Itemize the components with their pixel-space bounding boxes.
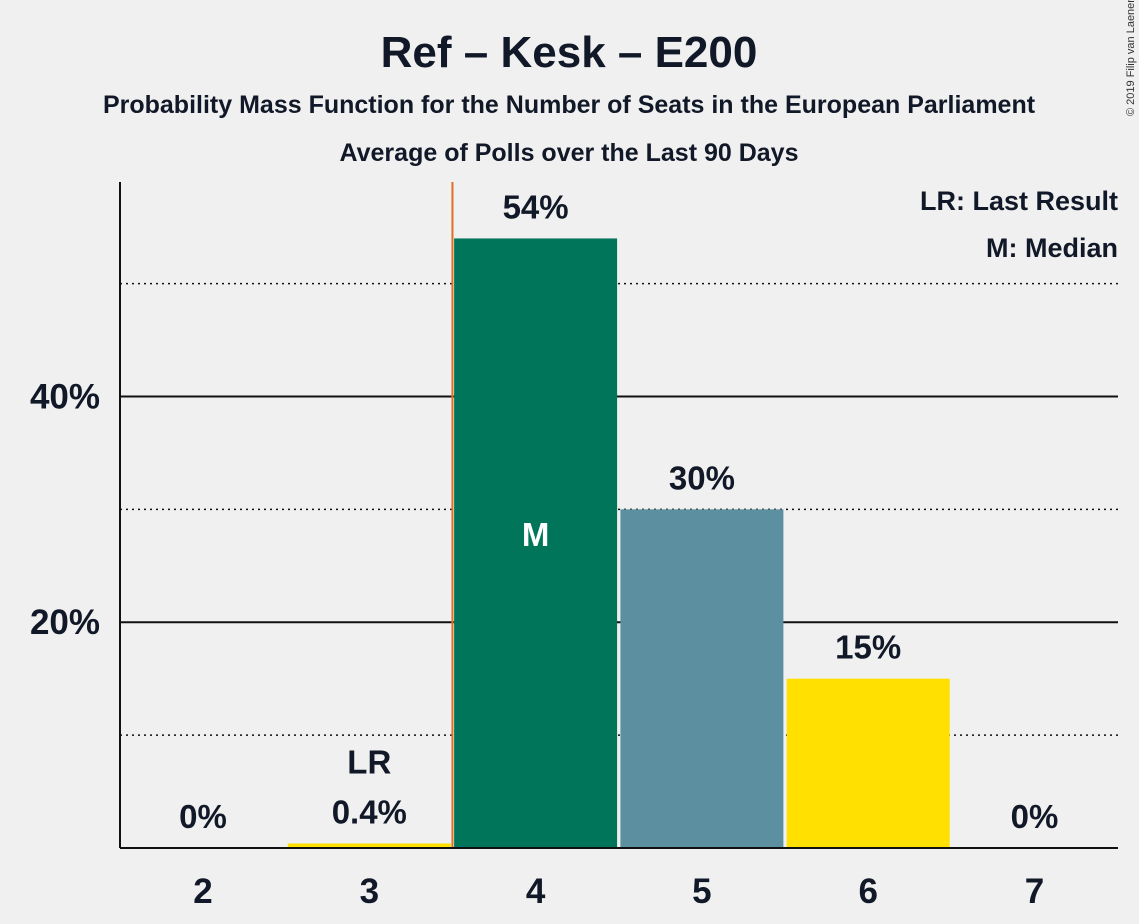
bar bbox=[287, 843, 451, 848]
legend-median: M: Median bbox=[986, 233, 1118, 263]
data-label: 0% bbox=[1011, 798, 1059, 835]
gridlines bbox=[120, 282, 1118, 736]
data-label: 30% bbox=[669, 459, 735, 496]
chart-subtitle-2: Average of Polls over the Last 90 Days bbox=[340, 139, 799, 167]
chart-title: Ref – Kesk – E200 bbox=[381, 28, 758, 77]
axes bbox=[119, 182, 1118, 849]
data-label: 15% bbox=[835, 629, 901, 666]
data-label: 0% bbox=[179, 798, 227, 835]
bar bbox=[454, 238, 618, 848]
last-result-label: LR bbox=[347, 743, 391, 780]
bar bbox=[786, 678, 950, 848]
chart-subtitle: Probability Mass Function for the Number… bbox=[103, 91, 1036, 119]
bar bbox=[620, 509, 784, 848]
x-tick-label: 2 bbox=[193, 872, 212, 911]
copyright-text: © 2019 Filip van Laenen bbox=[1125, 0, 1137, 116]
x-tick-label: 5 bbox=[692, 872, 711, 911]
y-tick-label: 20% bbox=[30, 603, 100, 642]
x-tick-label: 3 bbox=[360, 872, 379, 911]
bars bbox=[287, 238, 950, 848]
y-tick-label: 40% bbox=[30, 377, 100, 416]
x-tick-label: 4 bbox=[526, 872, 546, 911]
x-tick-label: 6 bbox=[858, 872, 877, 911]
x-tick-label: 7 bbox=[1025, 872, 1044, 911]
legend-last-result: LR: Last Result bbox=[920, 186, 1118, 216]
median-label: M bbox=[522, 516, 550, 553]
data-label: 0.4% bbox=[332, 793, 407, 830]
labels: 20% 40% 2 3 4 5 6 7 0% 0.4% LR 54% M 30% 15% 0% bbox=[30, 188, 1058, 911]
data-label: 54% bbox=[503, 188, 569, 225]
